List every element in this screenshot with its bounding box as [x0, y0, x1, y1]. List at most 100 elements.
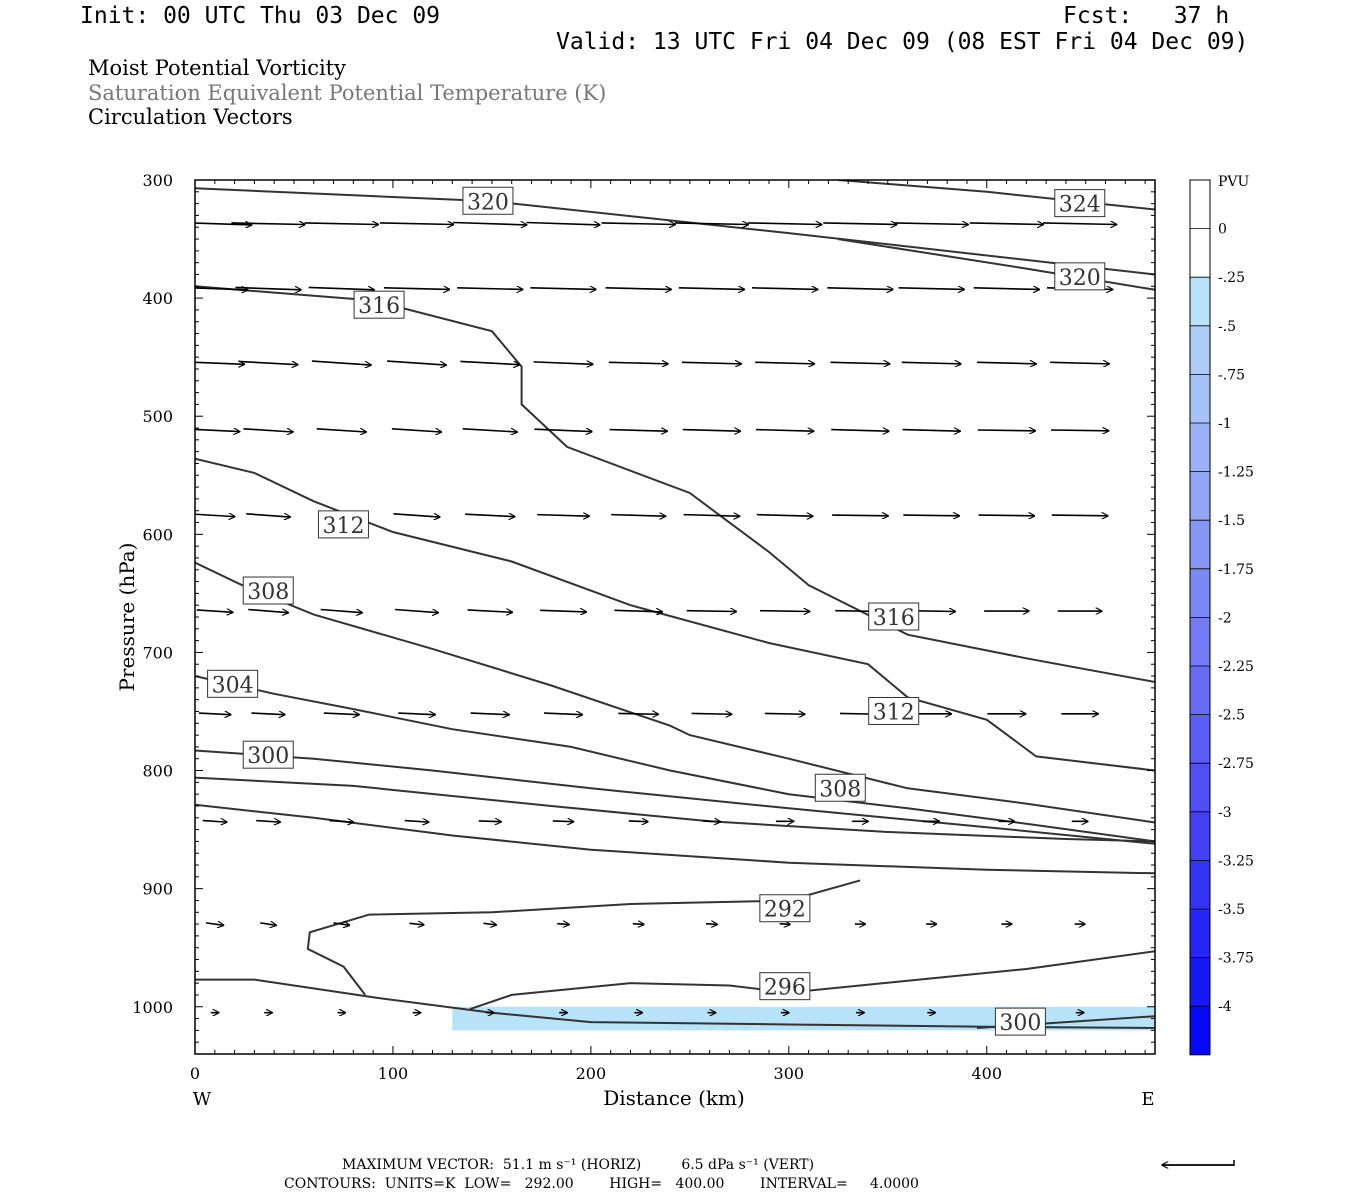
circulation-vector — [608, 362, 668, 364]
circulation-vector — [614, 610, 662, 612]
colorbar-swatch — [1190, 714, 1210, 764]
contour-label-box — [814, 773, 866, 802]
contour-line-308 — [195, 561, 1155, 824]
colorbar-level-label: 0 — [1218, 222, 1227, 238]
contour-label: 296 — [759, 972, 811, 1001]
circulation-vector — [977, 430, 1036, 431]
colorbar-swatch — [1190, 860, 1210, 909]
colorbar-swatch — [1190, 180, 1210, 229]
colorbar-swatch — [1190, 520, 1210, 569]
title-mpv: Moist Potential Vorticity — [88, 56, 346, 80]
circulation-vector — [752, 288, 818, 290]
circulation-vector — [831, 430, 889, 432]
contour-line-292 — [195, 978, 1155, 1029]
circulation-vector — [202, 821, 227, 823]
contour-label-box — [994, 1007, 1046, 1036]
x-tick-label: 400 — [971, 1064, 1002, 1083]
contour-label-layer: 320 324 320 316 312 316 308 312 304 308 300 292 296 3… — [207, 186, 1106, 1036]
circulation-vector — [243, 427, 293, 432]
y-tick-label: 800 — [142, 762, 173, 781]
circulation-vector — [248, 608, 288, 612]
colorbar-level-label: -2.25 — [1218, 659, 1254, 675]
circulation-vector — [681, 362, 741, 364]
title-theta-es: Saturation Equivalent Potential Temperat… — [88, 81, 607, 105]
circulation-vector — [195, 429, 240, 431]
axes-layer: 0 100 200 300 400 300 400 500 600 700 800 900 1000 — [132, 171, 1156, 1083]
y-tick-label: 900 — [142, 880, 173, 899]
contour-line-304 — [195, 675, 1155, 843]
circulation-vector — [329, 821, 353, 823]
contour-label-text: 316 — [358, 294, 400, 319]
circulation-vector — [196, 610, 233, 612]
colorbar-swatch — [1190, 277, 1210, 326]
circulation-vector — [779, 924, 790, 925]
circulation-vector — [830, 362, 889, 364]
contour-label: 304 — [207, 669, 259, 698]
colorbar-level-label: -1.5 — [1218, 513, 1245, 529]
circulation-vector — [1051, 515, 1108, 516]
circulation-vector — [601, 223, 676, 225]
contour-layer — [195, 180, 1155, 1029]
contour-info-note: CONTOURS: UNITS=K LOW= 292.00 HIGH= 400.… — [284, 1176, 919, 1192]
circulation-vector — [976, 362, 1036, 364]
contour-line-316 — [195, 285, 1155, 683]
contour-label-box — [868, 696, 920, 725]
circulation-vector — [395, 608, 438, 612]
contour-label-box — [317, 510, 369, 539]
contour-label: 316 — [868, 602, 920, 631]
circulation-vector — [533, 362, 593, 364]
colorbar-level-label: -.5 — [1218, 319, 1236, 335]
circulation-vector — [404, 821, 429, 823]
title-vectors: Circulation Vectors — [88, 105, 293, 129]
circulation-vector — [756, 430, 814, 432]
contour-label: 316 — [353, 290, 405, 319]
colorbar-level-label: -2.5 — [1218, 708, 1245, 724]
contour-label-text: 316 — [873, 606, 915, 631]
contour-label: 300 — [994, 1007, 1046, 1036]
contour-label-box — [1054, 189, 1106, 218]
contour-label-box — [242, 740, 294, 769]
colorbar-swatch — [1190, 957, 1210, 1007]
circulation-vector — [246, 513, 290, 517]
contour-line-320 — [838, 238, 1155, 291]
circulation-vector — [195, 362, 244, 364]
circulation-vector — [686, 611, 737, 612]
circulation-vector — [457, 288, 523, 290]
x-tick-label: 100 — [378, 1064, 409, 1083]
circulation-vector — [764, 713, 805, 714]
circulation-vector — [894, 223, 969, 225]
circulation-vector — [760, 611, 810, 612]
colorbar-swatch — [1190, 471, 1210, 521]
colorbar-swatch — [1190, 228, 1210, 278]
circulation-vector — [483, 923, 497, 925]
circulation-vector — [379, 223, 454, 225]
contour-label-text: 292 — [764, 898, 806, 923]
circulation-vector — [393, 513, 439, 517]
colorbar-unit-label: PVU — [1218, 174, 1250, 190]
contour-label-text: 300 — [999, 1011, 1041, 1036]
colorbar-swatch — [1190, 811, 1210, 861]
contour-label: 320 — [1054, 262, 1106, 291]
circulation-vector — [251, 713, 285, 715]
y-tick-label: 400 — [142, 289, 173, 308]
circulation-vector — [552, 821, 574, 822]
circulation-vector — [198, 713, 231, 715]
circulation-vector — [605, 288, 672, 290]
circulation-vector — [539, 610, 586, 612]
circulation-vector — [901, 362, 961, 364]
forecast-hour: Fcst: 37 h — [1063, 3, 1230, 29]
x-end-label-left: W — [193, 1089, 212, 1110]
circulation-vector — [832, 515, 888, 516]
circulation-vector — [383, 288, 450, 290]
contour-label-box — [1054, 262, 1106, 291]
contour-line-296 — [469, 950, 1155, 1011]
contour-label-text: 320 — [1059, 266, 1101, 291]
contour-line-300 — [195, 776, 1155, 843]
colorbar-swatch — [1190, 374, 1210, 423]
y-tick-label: 600 — [142, 525, 173, 544]
circulation-vector — [674, 223, 749, 225]
contour-label-box — [759, 972, 811, 1001]
contour-label-text: 296 — [764, 976, 806, 1001]
contour-line-324 — [838, 180, 1155, 211]
circulation-vector — [823, 223, 897, 225]
